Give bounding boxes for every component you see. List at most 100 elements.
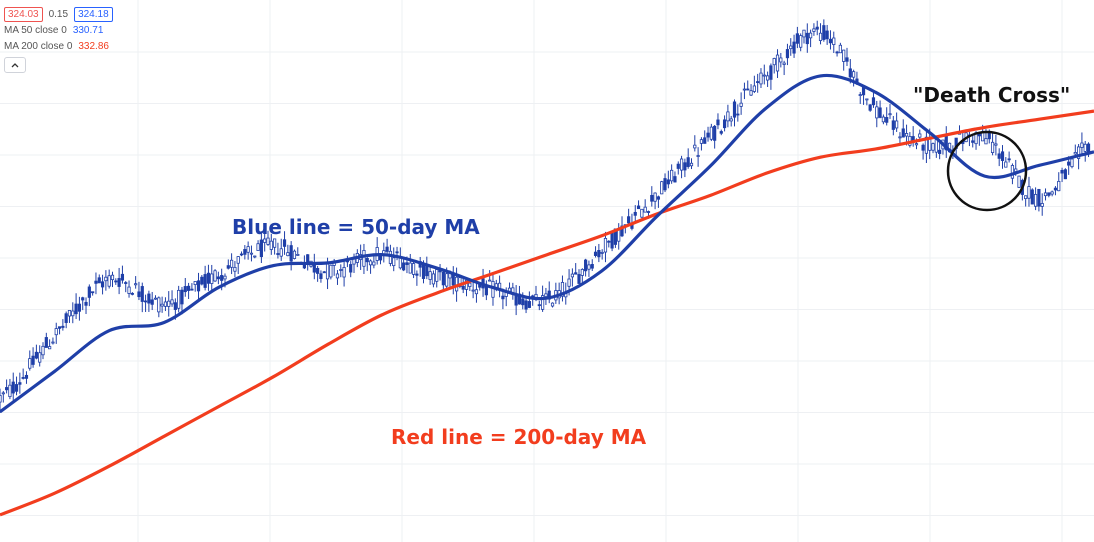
- candle-body: [792, 41, 796, 54]
- candle-body: [1007, 158, 1011, 161]
- candle: [249, 245, 254, 262]
- candle-body: [842, 49, 846, 62]
- candle-body: [544, 293, 548, 298]
- candle-body: [739, 102, 743, 107]
- candle: [51, 337, 55, 345]
- candle: [263, 231, 267, 252]
- candle: [587, 260, 591, 277]
- candle: [729, 115, 733, 127]
- candle-body: [130, 292, 134, 295]
- candle-body: [243, 249, 247, 255]
- close-price-box: 324.18: [74, 6, 113, 22]
- candle-body: [769, 65, 773, 80]
- candle-body: [805, 32, 809, 45]
- candle-body: [150, 299, 154, 305]
- candle-body: [0, 395, 2, 403]
- candle: [838, 42, 842, 54]
- collapse-legend-button[interactable]: [4, 57, 26, 73]
- candle-body: [627, 216, 631, 224]
- candle-body: [180, 289, 184, 305]
- candle-body: [44, 337, 48, 348]
- candle-body: [679, 158, 684, 171]
- chart-legend: 324.03 0.15 324.18 MA 50 close 0 330.71 …: [4, 6, 113, 73]
- candle-body: [84, 301, 88, 306]
- candle-body: [580, 269, 584, 276]
- candle: [14, 376, 19, 396]
- annotation-ma200: Red line = 200-day MA: [391, 425, 647, 449]
- candle: [732, 99, 737, 127]
- candle-body: [656, 196, 661, 200]
- candle: [289, 241, 293, 271]
- candle-body: [904, 133, 909, 137]
- candle-body: [415, 273, 419, 276]
- candle-body: [34, 351, 38, 359]
- death-cross-circle: [946, 130, 1028, 212]
- candle: [858, 91, 862, 104]
- candle-body: [832, 37, 836, 45]
- ma50-legend-row[interactable]: MA 50 close 0 330.71: [4, 22, 113, 38]
- candle: [57, 326, 62, 335]
- candle-body: [772, 58, 776, 66]
- candle: [64, 311, 68, 329]
- candle: [785, 43, 790, 66]
- candle-body: [703, 137, 707, 144]
- candle: [54, 322, 58, 344]
- candle: [756, 73, 760, 93]
- candle-body: [891, 120, 895, 130]
- candle-body: [425, 266, 429, 277]
- candle-body: [183, 286, 187, 293]
- candle-body: [1067, 161, 1071, 166]
- candle-body: [421, 264, 426, 279]
- candle-body: [342, 267, 346, 278]
- candle: [282, 231, 287, 255]
- candle: [911, 126, 915, 147]
- candle: [213, 269, 217, 282]
- candle: [693, 135, 697, 152]
- candle-body: [990, 141, 995, 153]
- candle: [593, 246, 598, 258]
- candle: [180, 286, 184, 315]
- candle: [87, 284, 91, 307]
- candle-body: [759, 72, 763, 85]
- candle-body: [726, 111, 730, 122]
- candle-body: [858, 94, 862, 96]
- candle: [8, 378, 12, 400]
- candle-body: [895, 120, 899, 129]
- candle: [243, 245, 247, 260]
- candle-body: [279, 248, 283, 257]
- candle: [650, 186, 654, 207]
- candle-body: [653, 192, 657, 202]
- candle-body: [177, 289, 181, 309]
- candle-body: [41, 345, 45, 356]
- ma200-legend-row[interactable]: MA 200 close 0 332.86: [4, 38, 113, 54]
- candle-body: [1010, 165, 1015, 179]
- candle-body: [104, 276, 108, 282]
- candle-body: [636, 205, 641, 210]
- candle-body: [931, 143, 935, 151]
- candle-body: [402, 262, 406, 271]
- candle: [471, 279, 475, 299]
- candle: [31, 347, 35, 368]
- candle-body: [868, 104, 872, 111]
- candle-body: [600, 251, 604, 254]
- candlesticks: [0, 19, 1091, 413]
- candle: [71, 302, 75, 324]
- candle: [77, 296, 82, 321]
- candle-body: [1086, 143, 1091, 153]
- candle: [117, 267, 121, 295]
- candle: [924, 131, 929, 164]
- candle: [316, 265, 320, 282]
- candle-body: [838, 44, 842, 54]
- candle-body: [607, 240, 611, 243]
- candle: [812, 23, 816, 36]
- candle: [670, 164, 674, 184]
- candle: [157, 296, 161, 318]
- candle-body: [266, 237, 270, 245]
- candle: [246, 241, 250, 260]
- candle: [226, 259, 230, 270]
- candle: [124, 281, 128, 293]
- candle: [580, 268, 584, 285]
- candle-body: [365, 258, 369, 263]
